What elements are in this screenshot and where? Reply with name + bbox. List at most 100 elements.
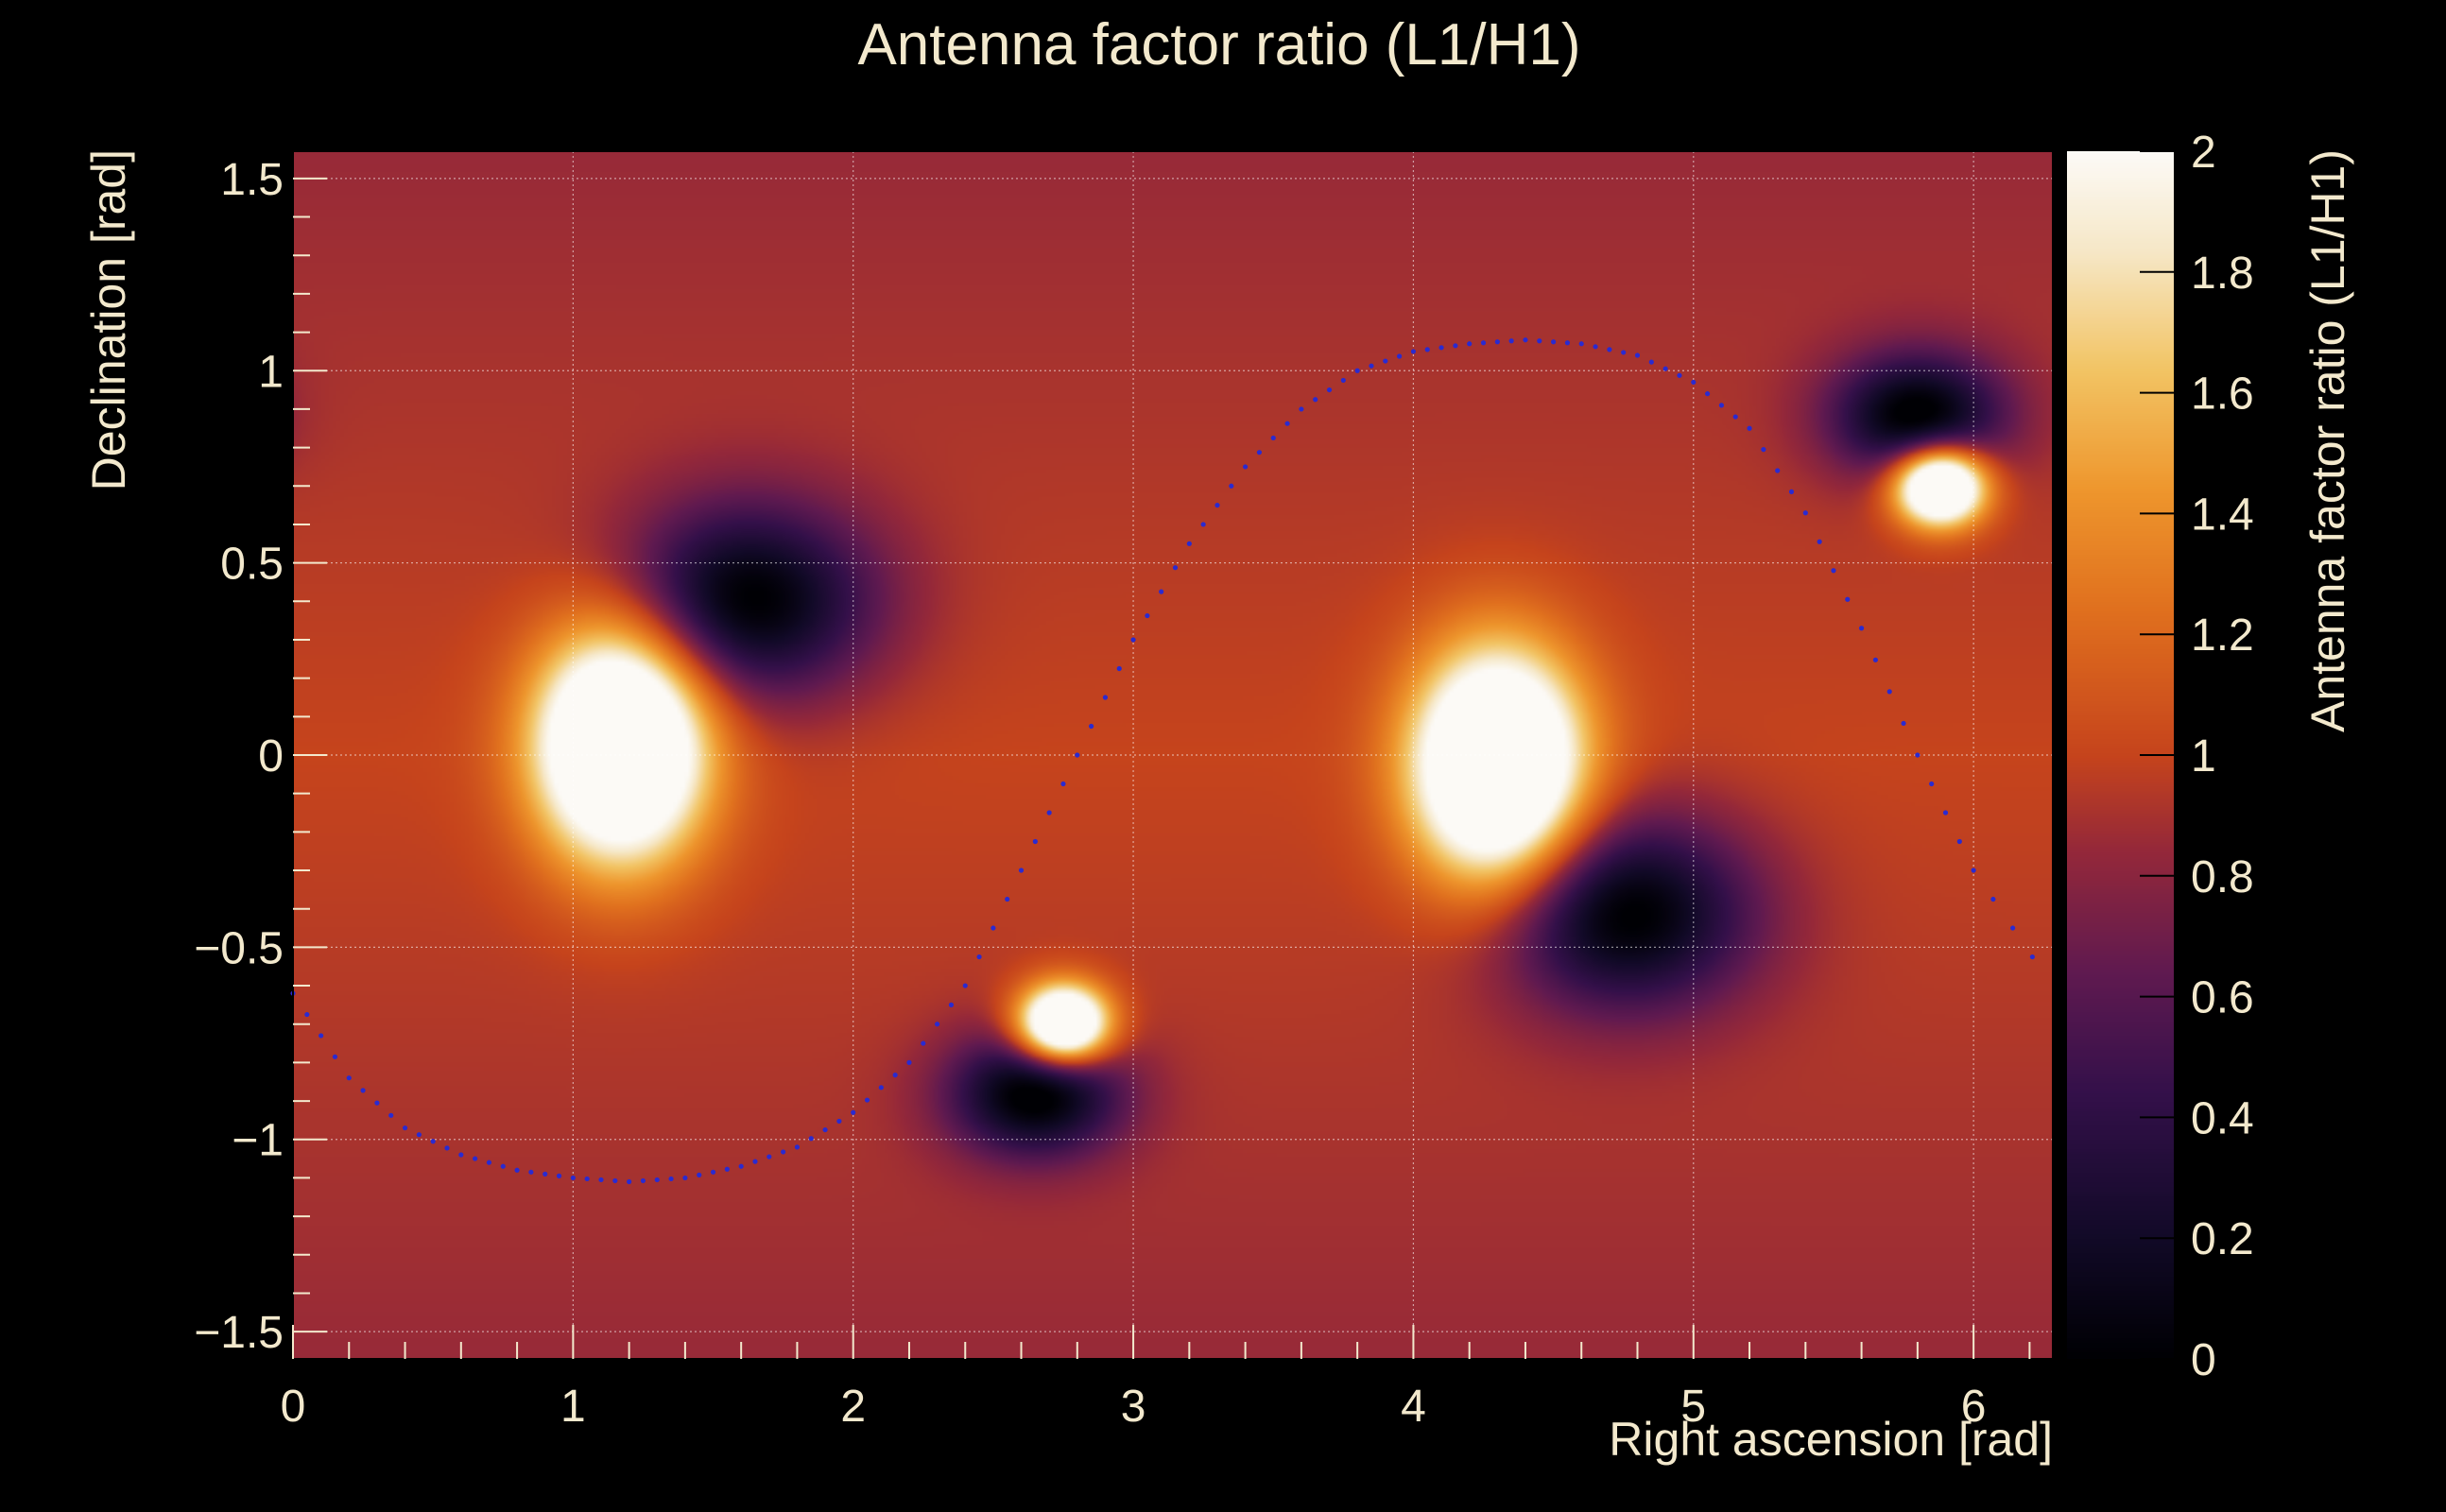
curve-point: [1788, 489, 1795, 494]
curve-point: [906, 1059, 912, 1065]
x-axis-label: Right ascension [rad]: [1609, 1413, 2053, 1466]
colorbar-tick-label: 0.6: [2191, 973, 2254, 1023]
curve-point: [836, 1118, 842, 1125]
y-tick-label: 0.5: [220, 540, 284, 590]
x-tick-label: 5: [1680, 1382, 1706, 1432]
curve-point: [402, 1125, 408, 1131]
curve-point: [752, 1159, 758, 1164]
chart-title: Antenna factor ratio (L1/H1): [857, 12, 1580, 77]
colorbar-tick-label: 0: [2191, 1335, 2216, 1385]
curve-point: [1662, 366, 1668, 371]
curve-point: [1145, 612, 1150, 619]
axes: 0 1 2 3 4 5 6 −1.5 −1 −0.5 0 0.5 1 1.5: [194, 150, 2054, 1432]
curve-point: [444, 1145, 450, 1151]
curve-point: [1214, 503, 1220, 508]
curve-point: [1578, 341, 1584, 347]
x-tick-label: 3: [1121, 1382, 1146, 1432]
colorbar-tick-label: 1.8: [2191, 249, 2254, 299]
curve-point: [1256, 450, 1263, 455]
curve-point: [738, 1163, 744, 1169]
curve-point: [1424, 347, 1430, 352]
y-tick-label: 1: [258, 347, 284, 397]
curve-point: [1508, 338, 1514, 344]
curve-point: [1467, 341, 1473, 347]
curve-point: [1929, 781, 1935, 787]
curve-point: [500, 1163, 506, 1169]
curve-point: [1159, 589, 1164, 594]
curve-point: [416, 1132, 422, 1138]
curve-point: [1593, 344, 1598, 350]
curve-point: [1116, 665, 1122, 672]
y-axis-label: Declination [rad]: [82, 149, 135, 490]
curve-point: [543, 1171, 548, 1177]
curve-point: [1775, 468, 1781, 473]
curve-point: [1032, 838, 1038, 845]
curve-point: [864, 1097, 870, 1103]
curve-point: [1971, 868, 1976, 873]
curve-point: [1761, 447, 1766, 453]
curve-point: [1340, 377, 1346, 384]
curve-point: [1438, 345, 1444, 351]
curve-point: [1480, 340, 1487, 346]
curve-point: [1313, 397, 1318, 403]
colorbar-tick-label: 0.4: [2191, 1093, 2254, 1143]
curve-point: [612, 1177, 618, 1184]
curve-point: [1802, 510, 1808, 516]
curve-point: [1397, 353, 1403, 359]
curve-point: [1270, 435, 1276, 441]
curve-point: [584, 1176, 590, 1182]
curve-point: [1284, 421, 1290, 426]
x-tick-label: 0: [281, 1382, 306, 1432]
curve-point: [1243, 464, 1249, 470]
curve-point: [1550, 339, 1557, 345]
curve-point: [1326, 387, 1333, 393]
curve-point: [1621, 350, 1627, 355]
curve-point: [1901, 720, 1906, 727]
curve-point: [332, 1054, 338, 1059]
curve-point: [935, 1022, 940, 1027]
curve-point: [1383, 358, 1388, 364]
curve-point: [724, 1166, 730, 1172]
curve-point: [878, 1085, 884, 1091]
colorbar-tick-label: 1: [2191, 731, 2216, 782]
colorbar-label: Antenna factor ratio (L1/H1): [2301, 149, 2354, 732]
y-tick-label: −1: [232, 1116, 284, 1166]
curve-point: [430, 1139, 436, 1144]
curve-point: [668, 1176, 674, 1182]
curve-point: [388, 1112, 394, 1118]
curve-point: [1564, 340, 1571, 346]
y-tick-label: −0.5: [194, 923, 284, 973]
curve-point: [1494, 339, 1500, 345]
curve-point: [1718, 403, 1725, 408]
curve-point: [627, 1178, 632, 1185]
colorbar-tick-label: 1.6: [2191, 369, 2254, 420]
curve-point: [2010, 925, 2016, 931]
curve-point: [1915, 752, 1921, 758]
curve-point: [528, 1169, 534, 1175]
curve-point: [1046, 810, 1052, 816]
curve-point: [1005, 896, 1010, 902]
y-tick-label: 1.5: [220, 155, 284, 205]
curve-point: [851, 1109, 856, 1115]
curve-point: [892, 1073, 898, 1078]
curve-point: [1747, 425, 1752, 431]
curve-point: [808, 1136, 814, 1142]
curve-point: [1229, 483, 1234, 489]
curve-point: [1060, 781, 1066, 787]
curve-point: [682, 1175, 688, 1181]
curve-point: [1942, 810, 1949, 816]
curve-point: [319, 1033, 324, 1039]
curve-point: [654, 1177, 660, 1183]
curve-point: [1831, 568, 1836, 574]
curve-point: [1410, 349, 1417, 354]
curve-point: [346, 1075, 352, 1081]
curve-point: [697, 1172, 702, 1177]
grid-lines: [293, 151, 2053, 1359]
curve-point: [486, 1160, 492, 1165]
curve-point: [1172, 565, 1179, 571]
curve-point: [767, 1154, 772, 1160]
curve-point: [794, 1144, 801, 1150]
curve-point: [1200, 522, 1206, 527]
curve-point: [1691, 379, 1697, 386]
